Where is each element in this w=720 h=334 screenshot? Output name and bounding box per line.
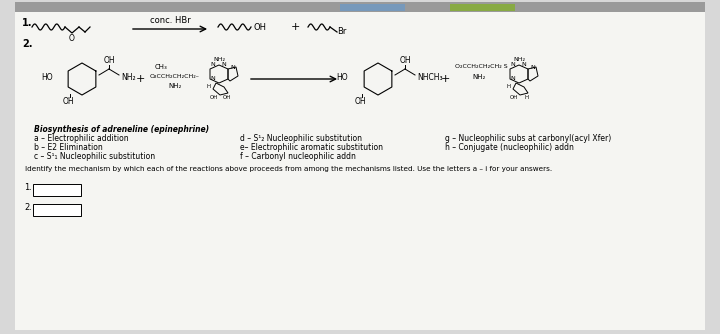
Text: OH: OH xyxy=(254,22,267,31)
Text: OH: OH xyxy=(62,97,74,106)
Text: +: + xyxy=(441,74,450,84)
Text: N: N xyxy=(531,65,536,70)
Text: f – Carbonyl nucleophilic addn: f – Carbonyl nucleophilic addn xyxy=(240,152,356,161)
Text: Identify the mechanism by which each of the reactions above proceeds from among : Identify the mechanism by which each of … xyxy=(25,166,552,172)
Text: N: N xyxy=(222,62,226,67)
Text: a – Electrophilic addition: a – Electrophilic addition xyxy=(34,134,129,143)
Bar xyxy=(340,4,405,11)
Text: c – S¹₁ Nucleophilic substitution: c – S¹₁ Nucleophilic substitution xyxy=(34,152,155,161)
Text: 1.: 1. xyxy=(22,18,32,28)
Text: NHCH₃: NHCH₃ xyxy=(417,72,443,81)
Text: H: H xyxy=(525,95,529,100)
Text: N: N xyxy=(521,62,526,67)
Text: NH₂: NH₂ xyxy=(213,57,225,62)
Text: 1.: 1. xyxy=(24,183,32,192)
Bar xyxy=(33,184,81,196)
Text: OH: OH xyxy=(510,95,518,100)
Bar xyxy=(33,204,81,216)
Text: Br: Br xyxy=(337,27,346,36)
Text: g – Nucleophilic subs at carbonyl(acyl Xfer): g – Nucleophilic subs at carbonyl(acyl X… xyxy=(445,134,611,143)
Text: h – Conjugate (nucleophilic) addn: h – Conjugate (nucleophilic) addn xyxy=(445,143,574,152)
Text: N: N xyxy=(230,65,235,70)
Text: b – E2 Elimination: b – E2 Elimination xyxy=(34,143,103,152)
Text: OH: OH xyxy=(354,97,366,106)
Text: HO: HO xyxy=(336,72,348,81)
Text: N: N xyxy=(211,62,215,67)
Text: +: + xyxy=(290,22,300,32)
Text: N: N xyxy=(510,76,516,81)
Text: H: H xyxy=(207,84,211,89)
Text: OH: OH xyxy=(210,95,218,100)
Text: conc. HBr: conc. HBr xyxy=(150,16,190,25)
Text: e– Electrophilic aromatic substitution: e– Electrophilic aromatic substitution xyxy=(240,143,383,152)
Text: NH₂: NH₂ xyxy=(513,57,525,62)
Text: HO: HO xyxy=(41,72,53,81)
Text: OH: OH xyxy=(399,56,411,65)
Text: H: H xyxy=(507,84,511,89)
Text: O: O xyxy=(69,34,75,43)
Text: NH₂: NH₂ xyxy=(472,74,485,80)
Text: OH: OH xyxy=(103,56,114,65)
Text: OH: OH xyxy=(222,95,231,100)
Text: CH₃: CH₃ xyxy=(155,64,168,70)
Text: O₂CCH₂CH₂CH₂–: O₂CCH₂CH₂CH₂– xyxy=(150,73,200,78)
Text: NH₂: NH₂ xyxy=(121,72,135,81)
Text: N: N xyxy=(510,62,516,67)
Text: O₂CCH₂CH₂CH₂ S: O₂CCH₂CH₂CH₂ S xyxy=(455,64,508,69)
Text: 2.: 2. xyxy=(22,39,32,49)
Text: d – S¹₂ Nucleophilic substitution: d – S¹₂ Nucleophilic substitution xyxy=(240,134,362,143)
Bar xyxy=(15,2,705,12)
Text: +: + xyxy=(135,74,145,84)
Text: 2.: 2. xyxy=(24,203,32,212)
Bar xyxy=(450,4,515,11)
Text: N: N xyxy=(211,76,215,81)
Text: Biosynthesis of adreneline (epinephrine): Biosynthesis of adreneline (epinephrine) xyxy=(34,125,209,134)
Text: NH₂: NH₂ xyxy=(168,83,181,89)
